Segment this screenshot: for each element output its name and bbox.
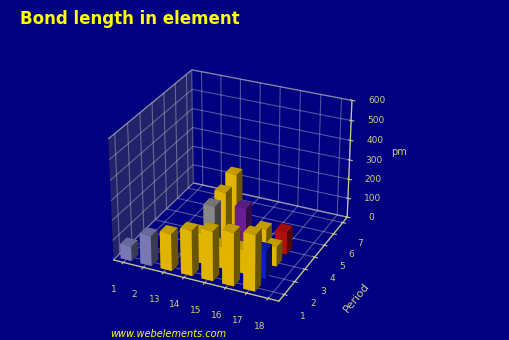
Text: Bond length in element: Bond length in element: [20, 10, 240, 28]
Text: www.webelements.com: www.webelements.com: [110, 328, 226, 339]
Y-axis label: Period: Period: [341, 280, 371, 314]
